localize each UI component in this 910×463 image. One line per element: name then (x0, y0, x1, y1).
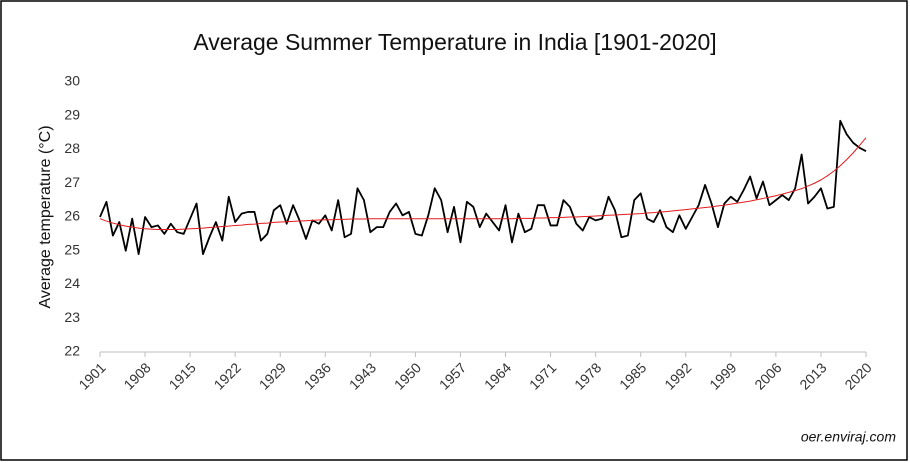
y-tick-label: 22 (64, 343, 80, 359)
y-tick-label: 23 (64, 309, 80, 325)
data-line (99, 119, 867, 256)
y-axis-label: Average temperature (°C) (37, 125, 54, 308)
y-tick-label: 30 (64, 73, 80, 89)
source: oer.enviraj.com (801, 429, 897, 445)
trend-line (99, 137, 867, 230)
y-tick-label: 24 (64, 275, 80, 291)
chart-title: Average Summer Temperature in India [190… (193, 29, 716, 55)
y-tick-label: 26 (64, 208, 80, 224)
y-tick-label: 27 (64, 174, 80, 190)
y-tick-label: 25 (64, 241, 80, 257)
y-tick-label: 29 (64, 106, 80, 122)
y-tick-label: 28 (64, 140, 80, 156)
